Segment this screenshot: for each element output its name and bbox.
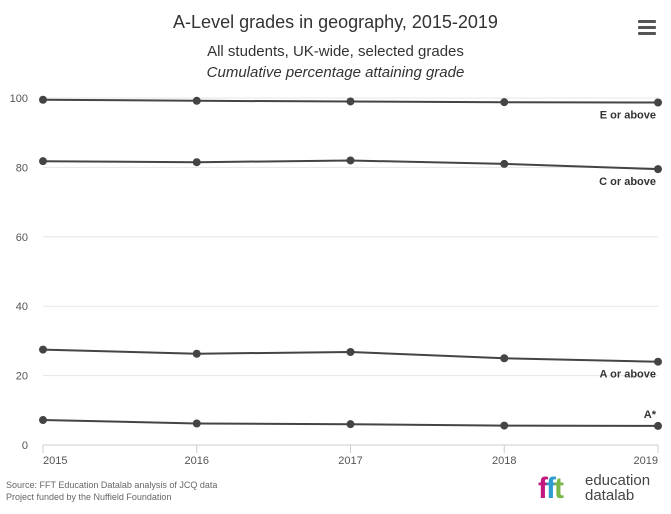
data-point xyxy=(192,96,201,105)
logo-text-education: education xyxy=(585,472,651,489)
y-tick-label: 0 xyxy=(22,440,28,452)
data-point xyxy=(39,95,47,104)
x-tick-label: 2015 xyxy=(43,455,67,467)
data-point xyxy=(192,158,201,167)
y-tick-label: 60 xyxy=(16,232,28,244)
chart-subtitle-italic: Cumulative percentage attaining grade xyxy=(206,64,465,81)
data-point xyxy=(39,416,47,425)
fft-logo-mark: fft xyxy=(538,472,564,505)
y-tick-label: 20 xyxy=(16,371,28,383)
credits-funding: Project funded by the Nuffield Foundatio… xyxy=(6,492,172,502)
data-point xyxy=(346,420,355,429)
data-point xyxy=(192,349,201,358)
chart-title: A-Level grades in geography, 2015-2019 xyxy=(173,12,498,32)
menu-bar xyxy=(638,26,656,29)
data-point xyxy=(500,159,509,168)
logo-letter-t: t xyxy=(554,472,564,505)
y-tick-label: 80 xyxy=(16,162,28,174)
data-point xyxy=(654,98,662,107)
chart-subtitle: All students, UK-wide, selected grades xyxy=(207,43,464,60)
menu-bar xyxy=(638,32,656,35)
x-tick-label: 2018 xyxy=(492,455,516,467)
menu-bar xyxy=(638,20,656,23)
x-tick-label: 2017 xyxy=(338,455,362,467)
logo-text: education datalab xyxy=(585,473,650,503)
series-label: C or above xyxy=(599,176,656,188)
series-label: A* xyxy=(644,409,657,421)
logo-text-datalab: datalab xyxy=(585,487,635,504)
series-label: A or above xyxy=(600,369,656,381)
data-point xyxy=(500,354,509,363)
logo-letter-f1: f xyxy=(538,472,548,505)
data-point xyxy=(500,98,509,107)
data-point xyxy=(346,156,355,165)
x-tick-label: 2016 xyxy=(185,455,209,467)
data-point xyxy=(654,357,662,366)
logo-letter-f2: f xyxy=(546,472,556,505)
x-tick-label: 2019 xyxy=(634,455,658,467)
y-tick-label: 40 xyxy=(16,301,28,313)
y-tick-label: 100 xyxy=(10,93,28,105)
data-point xyxy=(39,157,47,166)
credits-source: Source: FFT Education Datalab analysis o… xyxy=(6,480,218,490)
data-point xyxy=(192,419,201,428)
data-point xyxy=(346,348,355,357)
data-point xyxy=(500,421,509,430)
data-point xyxy=(654,165,662,174)
credits[interactable]: Source: FFT Education Datalab analysis o… xyxy=(6,479,217,503)
data-point xyxy=(654,421,662,430)
series-label: E or above xyxy=(600,110,656,122)
menu-icon[interactable] xyxy=(638,20,656,38)
data-point xyxy=(39,345,47,354)
data-point xyxy=(346,97,355,106)
